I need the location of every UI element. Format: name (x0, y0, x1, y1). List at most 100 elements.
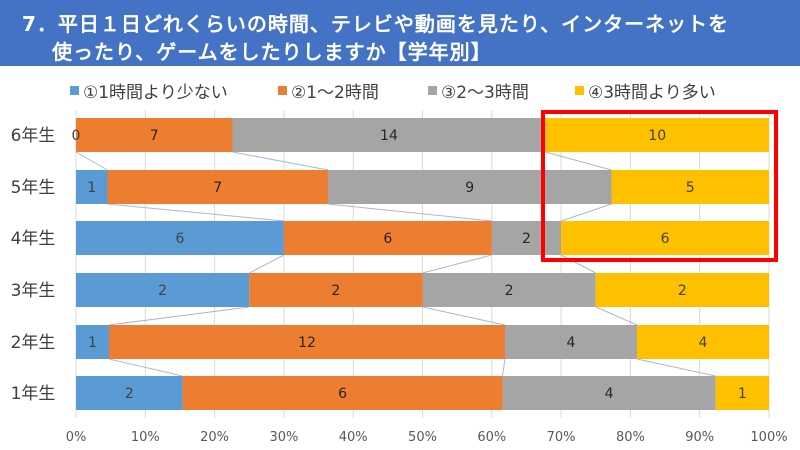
data-label: 6 (661, 231, 670, 247)
data-label: 2 (505, 283, 514, 299)
legend-item-less-than-1h: ①1時間より少ない (70, 78, 228, 103)
data-label: 2 (125, 386, 134, 402)
series-line (108, 306, 250, 326)
series-line (327, 203, 492, 222)
data-label: 2 (158, 283, 167, 299)
data-label: 9 (465, 180, 474, 196)
category-label: 4年生 (11, 229, 56, 249)
series-line (75, 151, 108, 171)
bar-segment (502, 376, 716, 410)
legend-swatch-orange (278, 86, 287, 95)
bar-segment (715, 376, 769, 410)
legend: ①1時間より少ない ②1～2時間 ③2～3時間 ④3時間より多い (0, 78, 800, 103)
data-label: 6 (338, 386, 347, 402)
x-tick-label: 90% (685, 430, 714, 445)
x-tick-label: 70% (547, 430, 576, 445)
bar-segment (76, 118, 233, 152)
series-line (108, 358, 183, 377)
legend-label: ④3時間より多い (588, 83, 716, 103)
series-line (422, 254, 492, 274)
bar-segment (76, 221, 284, 255)
legend-label: ①1時間より少ない (83, 83, 228, 103)
x-tick-label: 50% (408, 430, 437, 445)
data-label: 4 (699, 335, 708, 351)
x-tick-label: 10% (131, 430, 160, 445)
gridlines (75, 110, 770, 418)
data-label: 2 (331, 283, 340, 299)
series-line (249, 254, 285, 274)
series-line (107, 203, 284, 222)
series-line (636, 358, 716, 377)
bar-segment (637, 325, 769, 359)
category-label: 2年生 (11, 333, 56, 353)
title-bar: 7．平日１日どれくらいの時間、テレビや動画を見たり、インターネットを 使ったり、… (0, 0, 800, 66)
series-line (560, 203, 612, 222)
bar-segment (491, 221, 562, 255)
legend-swatch-gray (428, 86, 437, 95)
highlight-box (541, 110, 778, 262)
data-label: 4 (605, 386, 614, 402)
category-label: 5年生 (11, 178, 56, 198)
bar-segment (76, 376, 183, 410)
chart-title-line-2: 使ったり、ゲームをしたりしますか【学年別】 (52, 40, 492, 64)
series-line (560, 254, 596, 274)
x-tick-label: 80% (616, 430, 645, 445)
x-tick-label: 30% (269, 430, 298, 445)
data-label: 6 (383, 231, 392, 247)
bar-segment (107, 170, 328, 204)
bar-segment (109, 325, 505, 359)
bar-segment (76, 273, 250, 307)
data-label: 1 (88, 335, 97, 351)
data-label: 1 (87, 180, 96, 196)
legend-label: ②1～2時間 (291, 83, 379, 103)
data-label: 14 (380, 128, 398, 144)
bar-segment (249, 273, 423, 307)
x-tick-label: 40% (339, 430, 368, 445)
data-label: 2 (678, 283, 687, 299)
series-line (545, 151, 612, 171)
series-line (232, 151, 329, 171)
bar-segment (595, 273, 769, 307)
bar-segment (232, 118, 546, 152)
bar-segment (328, 170, 612, 204)
category-labels: 6年生 5年生 4年生 3年生 2年生 1年生 (11, 126, 56, 404)
bar-segment (182, 376, 503, 410)
bar-segment (561, 221, 769, 255)
bar-segment (422, 273, 596, 307)
data-label: 0 (72, 128, 81, 144)
series-line (501, 358, 506, 377)
bar-segment (76, 325, 109, 359)
series-lines (75, 151, 716, 377)
legend-label: ③2～3時間 (441, 83, 529, 103)
x-tick-label: 100% (750, 430, 787, 445)
bar-segment (76, 170, 108, 204)
data-labels: 0 7 14 10 1 7 9 5 6 6 2 6 2 2 2 2 1 12 4 4 2 6 4 1 (72, 128, 747, 402)
series-line (422, 306, 506, 326)
bar-segment (545, 118, 769, 152)
data-label: 6 (175, 231, 184, 247)
x-tick-label: 60% (477, 430, 506, 445)
category-label: 1年生 (11, 384, 56, 404)
data-label: 4 (567, 335, 576, 351)
x-tick-labels: 0% 10% 20% 30% 40% 50% 60% 70% 80% 90% 100% (66, 430, 788, 445)
x-tick-label: 0% (66, 430, 87, 445)
data-label: 1 (738, 386, 747, 402)
data-label: 10 (648, 128, 666, 144)
bar-segment (505, 325, 637, 359)
data-label: 7 (150, 128, 159, 144)
data-label: 12 (298, 335, 316, 351)
bar-segment (611, 170, 769, 204)
legend-swatch-yellow (575, 86, 584, 95)
x-tick-label: 20% (200, 430, 229, 445)
legend-item-more-than-3h: ④3時間より多い (575, 78, 716, 103)
data-label: 5 (686, 180, 695, 196)
series-line (595, 306, 638, 326)
data-label: 2 (522, 231, 531, 247)
bars (76, 118, 769, 410)
category-label: 3年生 (11, 281, 56, 301)
bar-segment (283, 221, 492, 255)
data-label: 7 (213, 180, 222, 196)
legend-swatch-blue (70, 86, 79, 95)
legend-item-1-2h: ②1～2時間 (278, 78, 379, 103)
